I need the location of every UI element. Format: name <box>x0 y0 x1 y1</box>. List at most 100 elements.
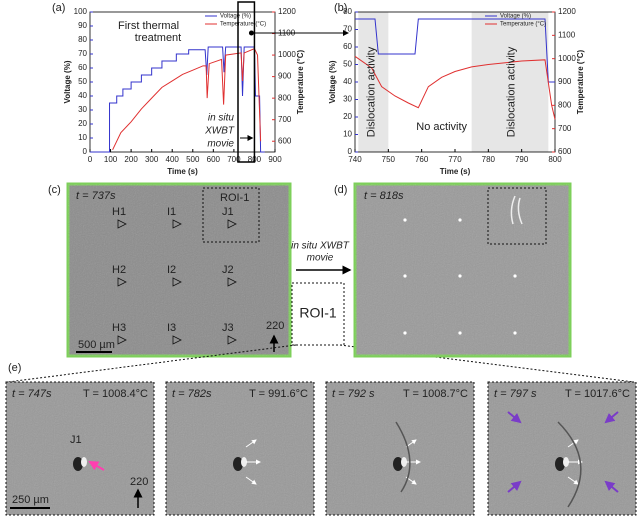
x-tick-label: 900 <box>268 155 282 164</box>
time-label: t = 818s <box>364 190 404 202</box>
frame-noise <box>6 382 154 515</box>
dislocation <box>510 195 523 225</box>
temp-label: T = 1008.7°C <box>403 388 468 400</box>
y2-tick-label: 1100 <box>558 30 576 39</box>
scale-bar-label: 500 µm <box>78 339 115 351</box>
y-tick-label: 60 <box>78 63 87 72</box>
legend-label: Temperature (°C) <box>500 22 546 28</box>
panel-label: (b) <box>334 2 347 14</box>
y-tick-label: 20 <box>343 112 352 121</box>
marker-labels: H1 I1 J1 H2 I2 J2 H3 I3 J3 <box>112 206 234 334</box>
movie-label: XWBT <box>204 126 235 137</box>
y2-tick-label: 600 <box>558 147 572 156</box>
roi-zoom-box <box>291 282 345 346</box>
link-dot <box>248 30 254 36</box>
highlight-box <box>237 1 256 163</box>
frame-border <box>325 381 475 516</box>
frame-noise <box>326 382 474 515</box>
spot-dark <box>233 457 243 471</box>
chart: (a) 0 100 200 300 400 500 600 700 800 900 0 10 20 30 40… <box>52 1 349 176</box>
x-tick-label: 700 <box>227 155 241 164</box>
arrow <box>245 476 257 485</box>
arrow <box>567 476 579 485</box>
panel-label: (a) <box>52 2 65 14</box>
image-noise <box>355 184 570 356</box>
y2-tick-label: 600 <box>278 136 292 145</box>
spots <box>403 218 517 335</box>
frames: t = 747s T = 1008.4°C t = 782s T = 991.6°C t… <box>5 381 637 516</box>
y-tick-label: 50 <box>343 60 352 69</box>
arrow <box>245 439 257 448</box>
x-tick-label: 0 <box>88 155 93 164</box>
y-tick-label: 50 <box>78 77 87 86</box>
frame-border <box>487 381 637 516</box>
x-tick-label: 770 <box>448 155 462 164</box>
movie-label: in situ XWBT <box>291 241 350 252</box>
roi-box <box>487 187 547 245</box>
scale-bar-label: 250 µm <box>12 494 49 506</box>
y-tick-label: 100 <box>74 7 88 16</box>
spot-bright <box>241 457 247 467</box>
y2-tick-label: 800 <box>278 93 292 102</box>
marker-label: J2 <box>222 264 234 276</box>
frame-noise <box>166 382 314 515</box>
y-tick-label: 10 <box>343 130 352 139</box>
y2-tick-label: 1000 <box>278 50 296 59</box>
temp-label: T = 991.6°C <box>249 388 308 400</box>
x-tick-label: 740 <box>348 155 362 164</box>
x-tick-label: 800 <box>548 155 562 164</box>
frame-border <box>5 381 155 516</box>
y-tick-label: 70 <box>343 25 352 34</box>
dislocation <box>395 421 411 493</box>
shaded-region <box>471 12 549 152</box>
x-tick-label: 600 <box>207 155 221 164</box>
arrow <box>604 411 619 424</box>
marker-label: H2 <box>112 264 126 276</box>
panel-label: (d) <box>334 184 347 196</box>
legend-label: Temperature (°C) <box>220 22 266 28</box>
x-tick-label: 400 <box>166 155 180 164</box>
panel-label: (e) <box>8 362 21 374</box>
y2-tick-label: 1000 <box>558 54 576 63</box>
y-tick-label: 30 <box>78 105 87 114</box>
x-tick-label: 760 <box>415 155 429 164</box>
y-tick-label: 90 <box>78 21 87 30</box>
y-tick-label: 10 <box>78 133 87 142</box>
movie-label: in situ <box>208 113 235 124</box>
g-vector: 220 <box>266 320 284 332</box>
panel-label: (c) <box>48 184 61 196</box>
y2-tick-label: 1200 <box>558 7 576 16</box>
y-tick-label: 30 <box>343 95 352 104</box>
marker-label: I2 <box>167 264 176 276</box>
arrow <box>507 411 522 424</box>
arrow <box>604 480 619 493</box>
legend-label: Voltage (%) <box>220 14 251 20</box>
plot-frame <box>89 11 276 153</box>
time-label: t = 797 s <box>494 388 537 400</box>
y-tick-label: 40 <box>78 91 87 100</box>
movie-label: movie <box>207 139 234 150</box>
series-line <box>112 47 262 151</box>
g-vector: 220 <box>130 476 148 488</box>
spot-bright <box>401 457 407 467</box>
temp-label: T = 1017.6°C <box>565 388 630 400</box>
arrow <box>507 480 522 493</box>
spot-bright <box>563 457 569 467</box>
shaded-region <box>358 12 389 152</box>
spot-label: J1 <box>70 434 82 446</box>
x-tick-label: 200 <box>124 155 138 164</box>
x-tick-label: 300 <box>145 155 159 164</box>
time-label: t = 782s <box>172 388 212 400</box>
frame-noise <box>488 382 636 515</box>
image-noise <box>68 184 290 356</box>
y2-tick-label: 900 <box>558 77 572 86</box>
y-tick-label: 70 <box>78 49 87 58</box>
marker-label: I1 <box>167 206 176 218</box>
arrow <box>88 461 105 471</box>
marker-label: J3 <box>222 322 234 334</box>
y-tick-label: 40 <box>343 77 352 86</box>
frame-border <box>165 381 315 516</box>
zoom-line <box>7 344 297 383</box>
y-tick-label: 20 <box>78 119 87 128</box>
